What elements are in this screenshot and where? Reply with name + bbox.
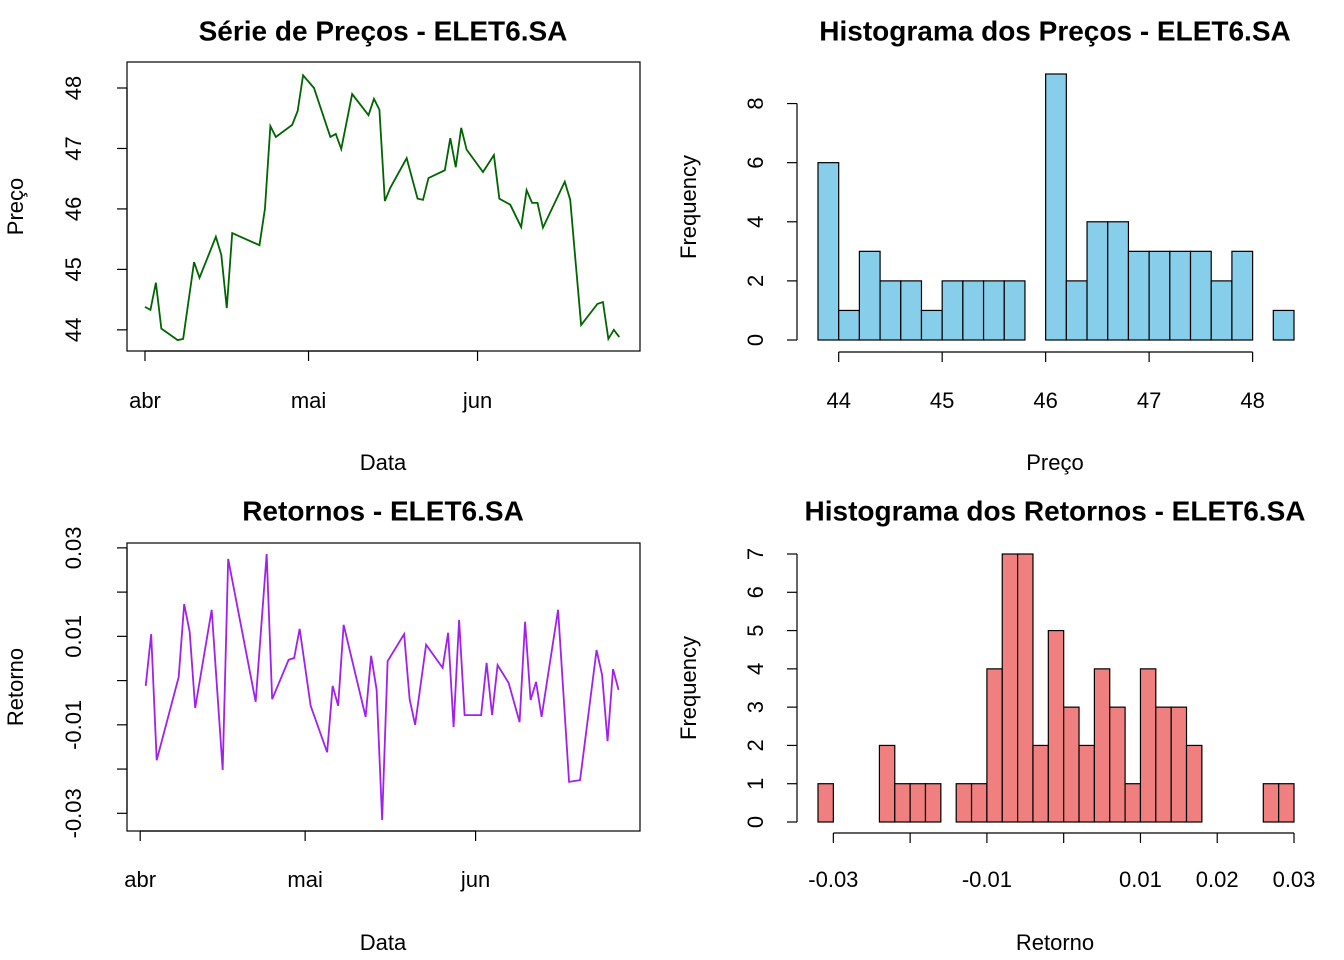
- histogram-bar: [1045, 73, 1067, 341]
- x-tick-label: -0.01: [962, 867, 1012, 892]
- histogram-bar: [1032, 744, 1049, 823]
- histogram-bar: [1185, 744, 1203, 823]
- y-tick-label: 0: [743, 816, 768, 828]
- histogram-bar: [1047, 629, 1065, 823]
- y-tick-label: 4: [743, 216, 768, 228]
- chart-title: Histograma dos Retornos - ELET6.SA: [805, 495, 1306, 526]
- x-tick-label: jun: [462, 388, 492, 413]
- histogram-bar: [1262, 783, 1280, 823]
- y-tick-label: 0: [743, 334, 768, 346]
- x-tick-label: 0.03: [1273, 867, 1316, 892]
- histogram-bar: [900, 280, 923, 341]
- histogram-bar: [1170, 706, 1188, 823]
- histogram-bar: [858, 250, 881, 341]
- price-line: [144, 73, 620, 342]
- y-tick-label: 0.03: [61, 526, 86, 569]
- x-tick-label: 0.02: [1196, 867, 1239, 892]
- histogram-bar: [1272, 309, 1295, 341]
- x-tick-label: abr: [129, 388, 161, 413]
- histogram-bar: [1086, 221, 1109, 341]
- x-tick-label: 48: [1240, 388, 1264, 413]
- x-tick-label: abr: [124, 867, 156, 892]
- x-tick-label: mai: [287, 867, 322, 892]
- histogram-bar: [1017, 553, 1034, 823]
- chart-title: Série de Preços - ELET6.SA: [199, 15, 568, 46]
- x-axis-label: Data: [360, 450, 407, 475]
- y-tick-label: -0.01: [61, 700, 86, 750]
- x-axis-label: Retorno: [1016, 930, 1094, 955]
- x-tick-label: 44: [826, 388, 850, 413]
- x-tick-label: 46: [1033, 388, 1057, 413]
- histogram-bar: [1124, 783, 1142, 823]
- histogram-bar: [970, 783, 988, 823]
- histogram-bar: [817, 783, 834, 823]
- histogram-bar: [1148, 250, 1171, 341]
- histogram-bar: [962, 280, 985, 341]
- y-tick-label: 7: [743, 548, 768, 560]
- histogram-bar: [838, 309, 860, 341]
- histogram-bar: [1155, 706, 1172, 823]
- histogram-bar: [1210, 280, 1233, 341]
- x-tick-label: 0.01: [1119, 867, 1162, 892]
- histogram-bar: [941, 280, 964, 341]
- x-tick-label: mai: [291, 388, 326, 413]
- chart-title: Retornos - ELET6.SA: [242, 495, 524, 526]
- y-tick-label: 3: [743, 701, 768, 713]
- x-tick-label: 45: [930, 388, 954, 413]
- histogram-bar: [1003, 280, 1026, 341]
- y-tick-label: 45: [61, 257, 86, 281]
- y-tick-label: 44: [61, 318, 86, 342]
- x-tick-label: 47: [1137, 388, 1161, 413]
- histogram-bar: [986, 668, 1003, 823]
- histogram-bar: [955, 783, 973, 823]
- y-tick-label: 5: [743, 624, 768, 636]
- x-tick-label: jun: [460, 867, 490, 892]
- y-axis-label: Frequency: [676, 636, 701, 740]
- y-tick-label: 46: [61, 197, 86, 221]
- histogram-bar: [894, 783, 911, 823]
- y-axis-label: Preço: [3, 178, 28, 235]
- price-line: [144, 553, 620, 820]
- histogram-bar: [1169, 250, 1192, 341]
- y-tick-label: 1: [743, 778, 768, 790]
- y-tick-label: 6: [743, 157, 768, 169]
- y-tick-label: 2: [743, 739, 768, 751]
- histogram-bar: [878, 744, 896, 823]
- y-axis-label: Frequency: [676, 155, 701, 259]
- y-tick-label: -0.03: [61, 788, 86, 838]
- y-tick-label: 6: [743, 586, 768, 598]
- y-tick-label: 2: [743, 275, 768, 287]
- histogram-bar: [909, 783, 927, 823]
- histogram-bar: [1065, 280, 1088, 341]
- chart-title: Histograma dos Preços - ELET6.SA: [819, 15, 1290, 46]
- y-tick-label: 4: [743, 663, 768, 675]
- x-axis-label: Data: [360, 930, 407, 955]
- histogram-bar: [1107, 221, 1130, 341]
- histogram-bar: [1127, 250, 1150, 341]
- histogram-bar: [817, 162, 840, 341]
- histogram-bar: [924, 783, 942, 823]
- plot-box: [126, 61, 641, 352]
- histogram-bar: [1001, 553, 1019, 823]
- x-axis-label: Preço: [1026, 450, 1083, 475]
- y-axis-label: Retorno: [3, 648, 28, 726]
- y-tick-label: 47: [61, 136, 86, 160]
- histogram-bar: [982, 280, 1005, 341]
- y-tick-label: 48: [61, 76, 86, 100]
- histogram-bar: [1109, 706, 1126, 823]
- histogram-bar: [1139, 668, 1157, 823]
- histogram-bar: [1231, 250, 1254, 341]
- histogram-bar: [920, 309, 943, 341]
- histogram-bar: [1078, 744, 1095, 823]
- histogram-bar: [1093, 668, 1111, 823]
- x-tick-label: -0.03: [808, 867, 858, 892]
- y-tick-label: 8: [743, 97, 768, 109]
- histogram-bar: [879, 280, 902, 341]
- histogram-bar: [1189, 250, 1212, 341]
- histogram-bar: [1063, 706, 1080, 823]
- histogram-bar: [1278, 783, 1295, 823]
- y-tick-label: 0.01: [61, 615, 86, 658]
